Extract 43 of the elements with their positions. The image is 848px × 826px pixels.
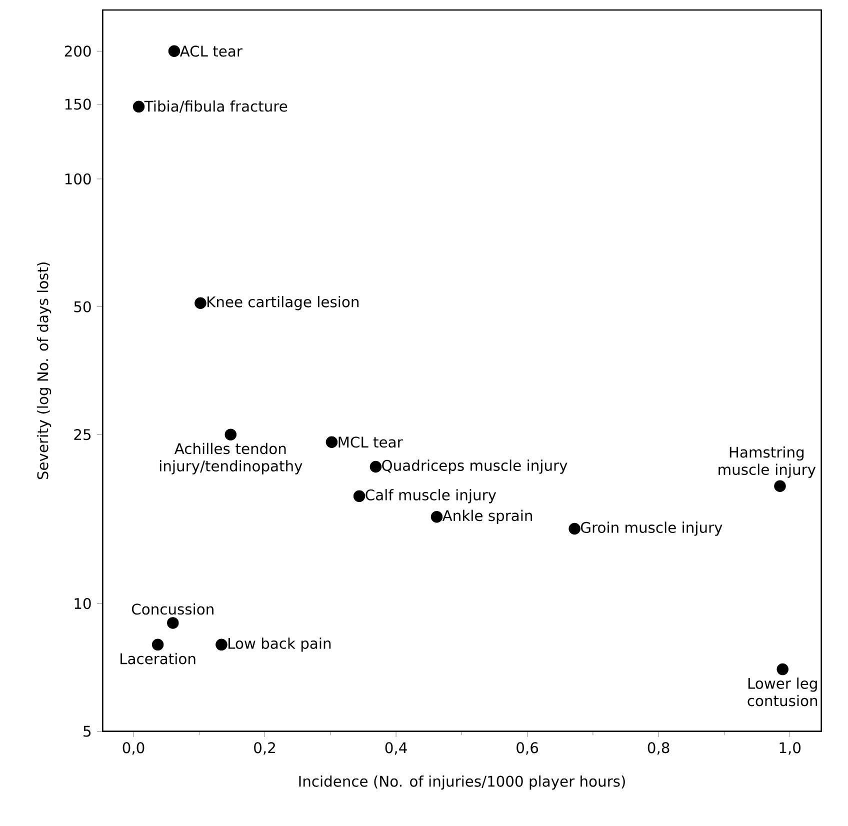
y-tick-label: 50 xyxy=(74,301,91,312)
annotation: Calf muscle injury xyxy=(366,489,496,504)
point xyxy=(326,436,338,448)
point xyxy=(430,510,443,523)
x-tick-label: 1,0 xyxy=(780,742,801,755)
annotation: Low back pain xyxy=(228,638,331,652)
x-tick-label: 0,6 xyxy=(516,742,538,755)
annotation: Concussion xyxy=(132,603,214,615)
x-tick-label: 0,2 xyxy=(254,742,275,755)
point xyxy=(152,638,164,651)
y-tick-label: 200 xyxy=(64,46,91,57)
x-axis-title: Incidence (No. of injuries/1000 player hours) xyxy=(299,775,625,790)
annotation: Quadriceps muscle injury xyxy=(382,460,568,474)
annotation: Laceration xyxy=(120,652,196,664)
point xyxy=(224,428,237,440)
point xyxy=(167,617,179,629)
annotation: Ankle sprain xyxy=(442,510,532,524)
annotation: Knee cartilage lesion xyxy=(208,296,358,310)
x-tick-label: 0,4 xyxy=(385,742,407,755)
point xyxy=(353,490,366,502)
annotation: Lower leg contusion xyxy=(748,678,818,706)
y-tick-label: 25 xyxy=(74,429,91,440)
point xyxy=(370,460,382,473)
annotation: Tibia/fibula fracture xyxy=(144,100,288,113)
point xyxy=(168,45,180,58)
y-tick-label: 100 xyxy=(65,173,91,184)
annotation: ACL tear xyxy=(180,46,242,57)
annotation: Hamstring muscle injury xyxy=(718,446,816,478)
y-tick-label: 10 xyxy=(74,598,91,610)
point xyxy=(774,480,786,492)
point xyxy=(194,297,206,309)
point xyxy=(216,638,228,651)
y-axis-title: Severity (log No. of days lost) xyxy=(36,262,52,480)
point xyxy=(132,100,145,113)
annotation: Groin muscle injury xyxy=(580,522,722,536)
x-tick-label: 0,0 xyxy=(122,742,144,755)
point xyxy=(776,663,788,676)
y-tick-label: 150 xyxy=(65,98,91,110)
annotation: Achilles tendon injury/tendinopathy xyxy=(160,442,302,474)
x-tick-label: 0,8 xyxy=(648,742,670,755)
annotation: MCL tear xyxy=(338,436,403,448)
point xyxy=(568,522,580,535)
y-tick-label: 5 xyxy=(84,726,91,737)
